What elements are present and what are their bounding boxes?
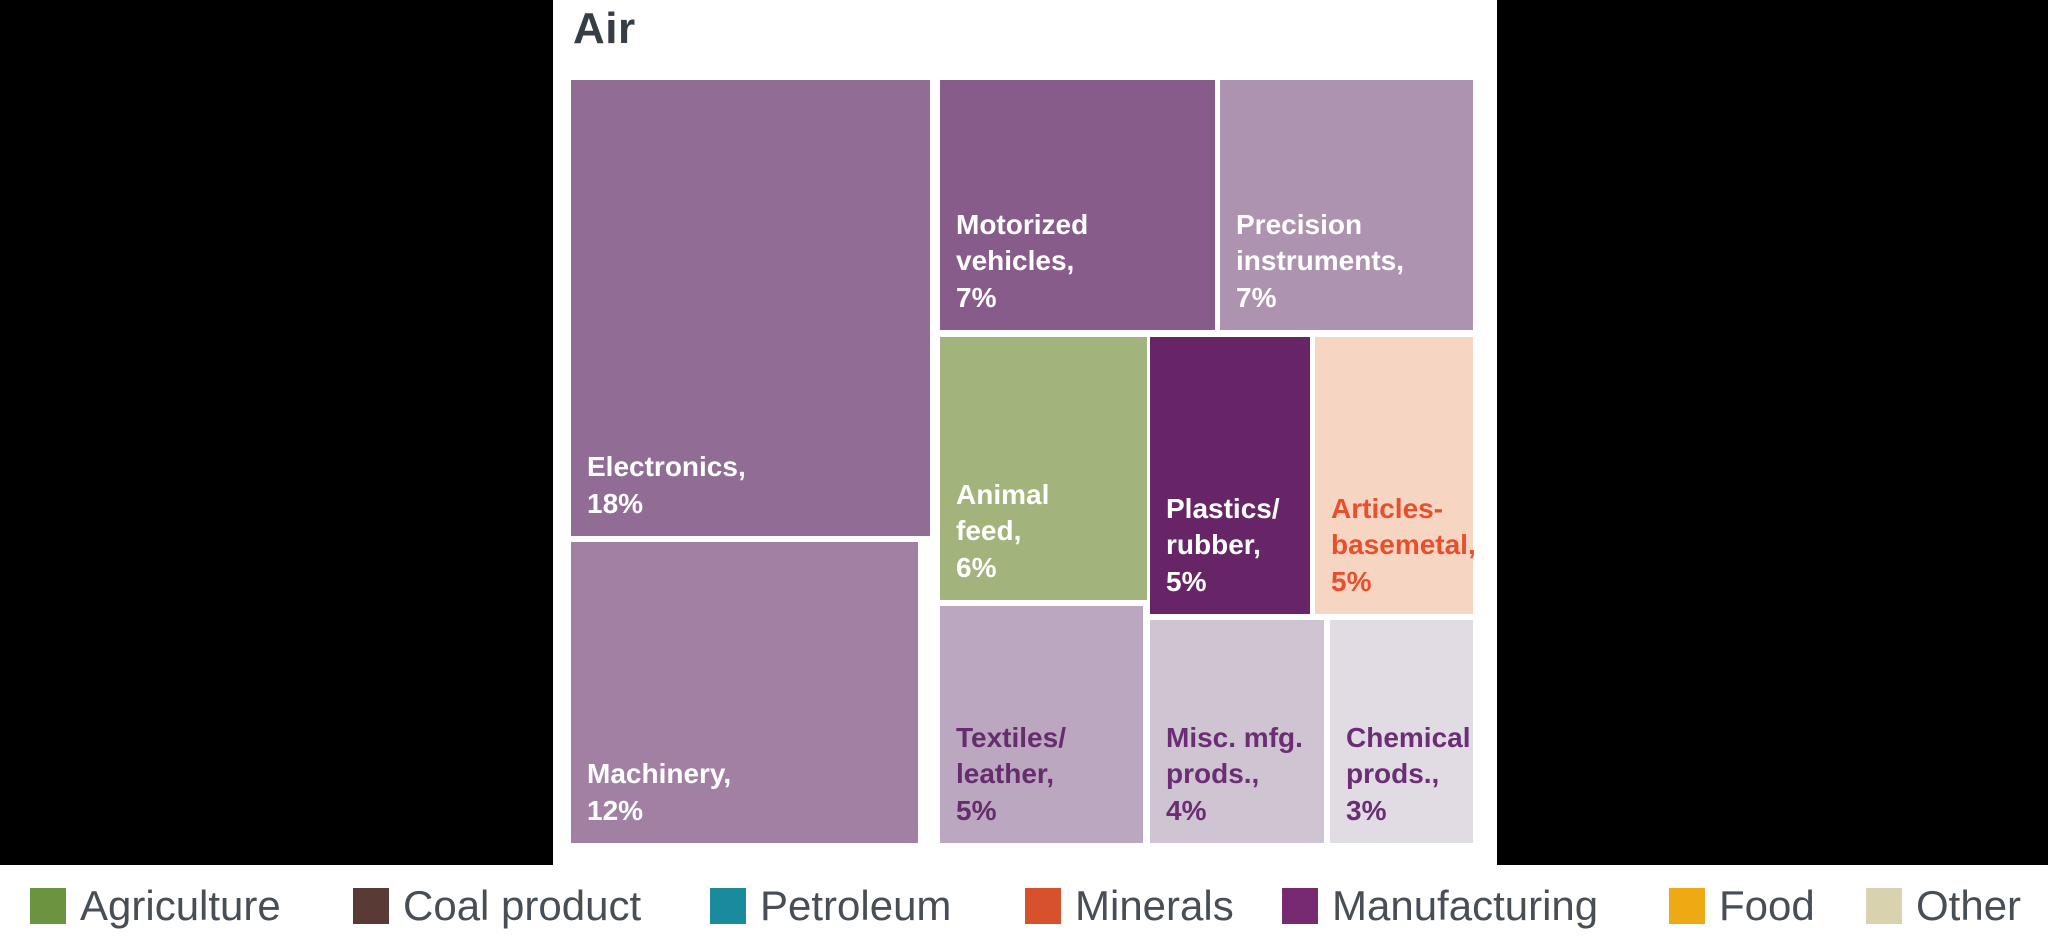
legend-swatch-minerals-icon bbox=[1025, 887, 1061, 924]
legend-label-coal-product: Coal product bbox=[403, 881, 642, 929]
treemap-block-motorized-vehicles: Motorized vehicles, 7% bbox=[940, 80, 1215, 330]
legend: Agriculture Coal product Petroleum Miner… bbox=[0, 865, 2048, 946]
legend-swatch-food-icon bbox=[1669, 887, 1705, 924]
treemap-label-motorized-vehicles: Motorized vehicles, 7% bbox=[956, 208, 1089, 313]
treemap-label-plastics-rubber: Plastics/ rubber, 5% bbox=[1166, 492, 1280, 597]
legend-swatch-coal-product-icon bbox=[353, 887, 389, 924]
legend-swatch-manufacturing-icon bbox=[1282, 887, 1318, 924]
treemap-block-animal-feed: Animal feed, 6% bbox=[940, 337, 1147, 600]
legend-item-agriculture: Agriculture bbox=[30, 865, 281, 946]
treemap-label-precision-instruments: Precision instruments, 7% bbox=[1236, 208, 1405, 313]
treemap: Electronics, 18% Machinery, 12% Motorize… bbox=[571, 80, 1476, 843]
treemap-block-chemical-prods: Chemical prods., 3% bbox=[1330, 620, 1473, 843]
legend-item-minerals: Minerals bbox=[1025, 865, 1234, 946]
legend-item-other: Other bbox=[1866, 865, 2021, 946]
treemap-label-misc-mfg-prods: Misc. mfg. prods., 4% bbox=[1166, 721, 1303, 826]
chart-panel: Air Electronics, 18% Machinery, 12% Moto… bbox=[553, 0, 1497, 865]
treemap-block-precision-instruments: Precision instruments, 7% bbox=[1220, 80, 1473, 330]
treemap-label-machinery: Machinery, 12% bbox=[587, 758, 732, 826]
treemap-label-textiles-leather: Textiles/ leather, 5% bbox=[956, 721, 1066, 826]
treemap-block-textiles-leather: Textiles/ leather, 5% bbox=[940, 606, 1143, 843]
treemap-label-articles-basemetal: Articles- basemetal, 5% bbox=[1331, 492, 1476, 597]
legend-item-manufacturing: Manufacturing bbox=[1282, 865, 1598, 946]
legend-item-coal-product: Coal product bbox=[353, 865, 641, 946]
chart-title: Air bbox=[573, 4, 636, 53]
treemap-block-electronics: Electronics, 18% bbox=[571, 80, 930, 536]
legend-label-agriculture: Agriculture bbox=[80, 881, 281, 929]
treemap-label-electronics: Electronics, 18% bbox=[587, 451, 746, 519]
treemap-label-chemical-prods: Chemical prods., 3% bbox=[1346, 721, 1471, 826]
legend-label-minerals: Minerals bbox=[1075, 881, 1234, 929]
legend-swatch-petroleum-icon bbox=[710, 887, 746, 924]
legend-item-food: Food bbox=[1669, 865, 1815, 946]
treemap-block-articles-basemetal: Articles- basemetal, 5% bbox=[1315, 337, 1476, 614]
treemap-block-misc-mfg-prods: Misc. mfg. prods., 4% bbox=[1150, 620, 1324, 843]
treemap-block-machinery: Machinery, 12% bbox=[571, 542, 918, 843]
legend-label-food: Food bbox=[1719, 881, 1815, 929]
legend-swatch-other-icon bbox=[1866, 887, 1902, 924]
legend-label-other: Other bbox=[1916, 881, 2022, 929]
legend-label-manufacturing: Manufacturing bbox=[1332, 881, 1599, 929]
treemap-block-plastics-rubber: Plastics/ rubber, 5% bbox=[1150, 337, 1310, 614]
legend-swatch-agriculture-icon bbox=[30, 887, 66, 924]
treemap-label-animal-feed: Animal feed, 6% bbox=[956, 478, 1050, 583]
legend-label-petroleum: Petroleum bbox=[760, 881, 952, 929]
legend-item-petroleum: Petroleum bbox=[710, 865, 951, 946]
